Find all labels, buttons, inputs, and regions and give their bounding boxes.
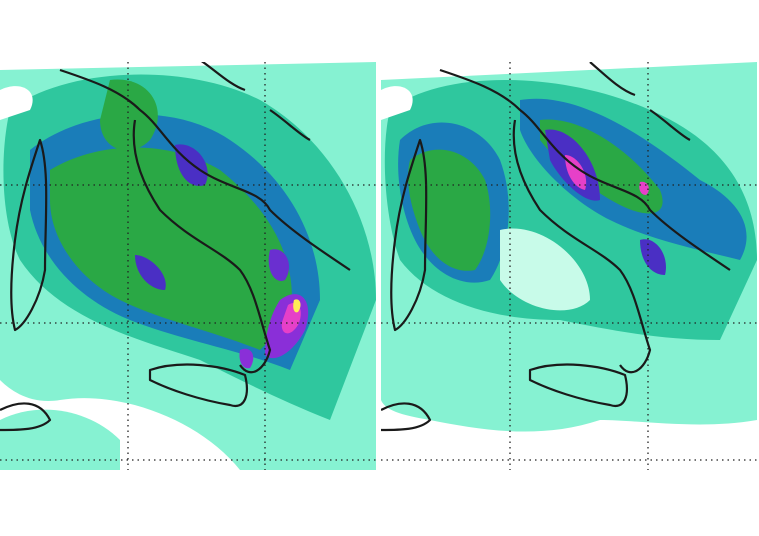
right-panel	[381, 62, 757, 470]
coastline	[381, 62, 731, 432]
graticule	[381, 62, 757, 470]
precip-intense	[640, 239, 666, 275]
precip-very-heavy	[50, 147, 292, 350]
no-precip	[0, 86, 33, 120]
precip-intense	[268, 249, 290, 281]
precip-light	[0, 409, 120, 470]
precip-trace	[500, 228, 590, 311]
precip-intense	[239, 348, 254, 369]
precip-very-heavy	[100, 79, 158, 151]
coastline	[0, 62, 351, 432]
precip-intense	[135, 255, 166, 290]
left-panel	[0, 62, 376, 470]
no-precip	[381, 86, 413, 120]
precip-very-heavy	[408, 149, 491, 271]
precip-intense	[175, 144, 208, 186]
precip-peak	[293, 299, 301, 313]
graticule	[0, 62, 376, 470]
